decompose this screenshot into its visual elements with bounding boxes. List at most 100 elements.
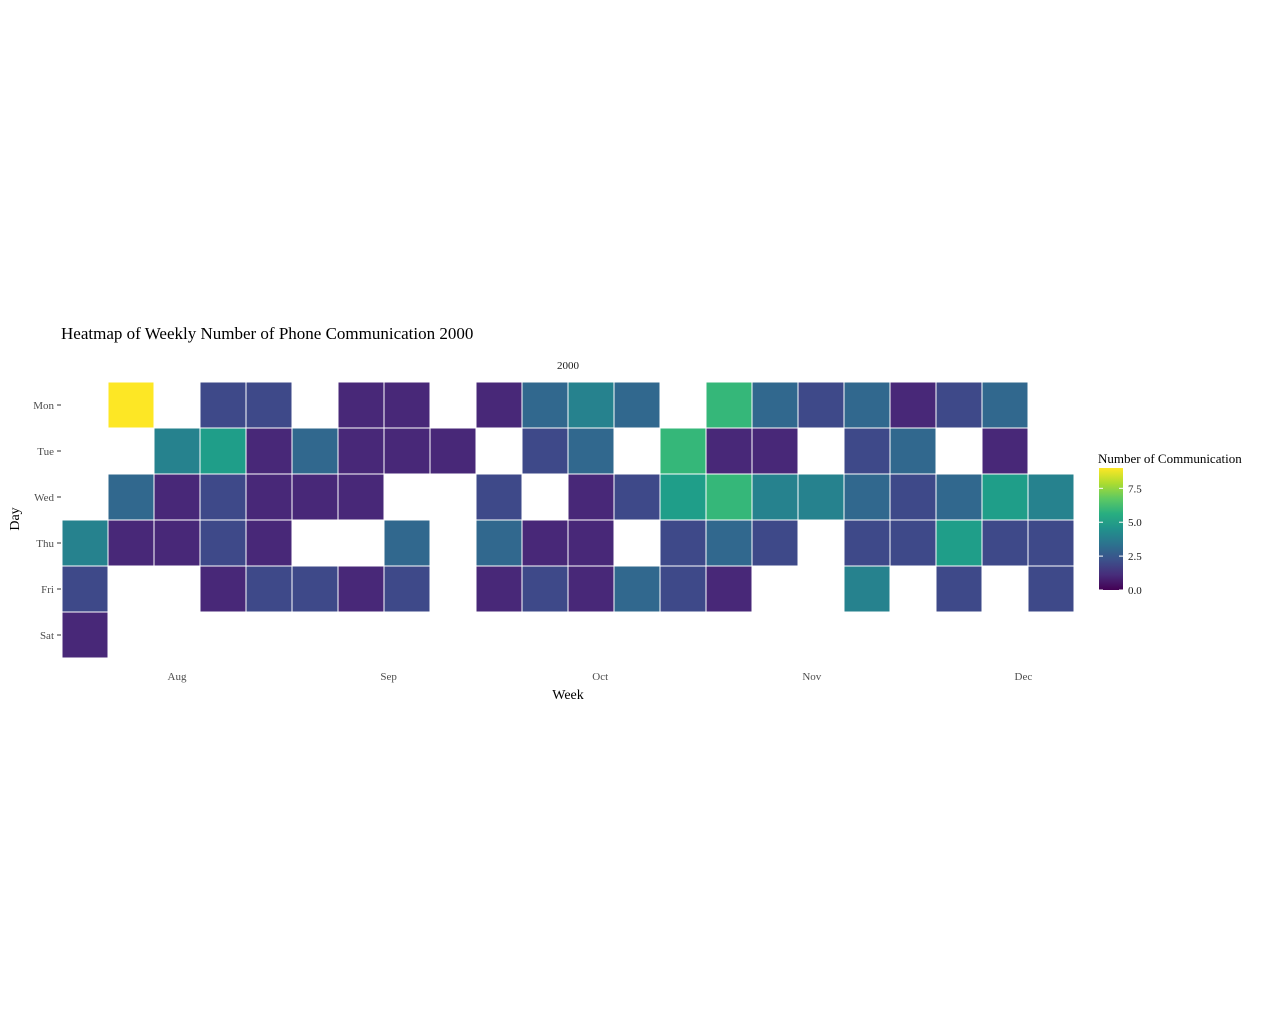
heatmap-cell-fri-week-1 xyxy=(61,565,109,613)
x-axis: Aug Sep Oct Nov Dec xyxy=(168,671,1033,683)
heatmap-cell-fri-week-15 xyxy=(705,565,753,613)
heatmap-cell-wed-week-12 xyxy=(567,473,615,521)
legend-tick-label-5-0: 5.0 xyxy=(1128,517,1142,529)
legend-tick-label-7-5: 7.5 xyxy=(1128,483,1142,495)
heatmap-cell-wed-week-10 xyxy=(475,473,523,521)
heatmap-cell-wed-week-5 xyxy=(245,473,293,521)
heatmap-cell-mon-week-21 xyxy=(981,381,1029,429)
chart-title: Heatmap of Weekly Number of Phone Commun… xyxy=(61,324,473,343)
heatmap-cell-wed-week-18 xyxy=(843,473,891,521)
heatmap-cell-tue-week-5 xyxy=(245,427,293,475)
heatmap-cell-wed-week-21 xyxy=(981,473,1029,521)
heatmap-cell-tue-week-15 xyxy=(705,427,753,475)
x-tick-label-nov: Nov xyxy=(802,671,821,683)
heatmap-cell-fri-week-20 xyxy=(935,565,983,613)
legend-tick-label-0-0: 0.0 xyxy=(1128,585,1142,597)
heatmap-cell-wed-week-16 xyxy=(751,473,799,521)
heatmap-cell-fri-week-12 xyxy=(567,565,615,613)
heatmap-cell-mon-week-2 xyxy=(107,381,155,429)
heatmap-cells xyxy=(61,381,1075,659)
heatmap-cell-thu-week-19 xyxy=(889,519,937,567)
heatmap-cell-fri-week-5 xyxy=(245,565,293,613)
heatmap-cell-fri-week-13 xyxy=(613,565,661,613)
y-axis: Mon Tue Wed Thu Fri Sat xyxy=(33,400,61,642)
heatmap-cell-mon-week-8 xyxy=(383,381,431,429)
heatmap-cell-thu-week-18 xyxy=(843,519,891,567)
heatmap-cell-thu-week-12 xyxy=(567,519,615,567)
heatmap-cell-mon-week-10 xyxy=(475,381,523,429)
heatmap-cell-thu-week-1 xyxy=(61,519,109,567)
heatmap-cell-fri-week-8 xyxy=(383,565,431,613)
heatmap-cell-wed-week-14 xyxy=(659,473,707,521)
heatmap-cell-mon-week-12 xyxy=(567,381,615,429)
legend-tick-label-2-5: 2.5 xyxy=(1128,551,1142,563)
heatmap-cell-tue-week-21 xyxy=(981,427,1029,475)
y-tick-label-fri: Fri xyxy=(41,584,54,596)
heatmap-cell-thu-week-2 xyxy=(107,519,155,567)
y-tick-label-wed: Wed xyxy=(34,492,54,504)
x-axis-title: Week xyxy=(552,688,584,703)
heatmap-cell-mon-week-4 xyxy=(199,381,247,429)
heatmap-cell-tue-week-8 xyxy=(383,427,431,475)
heatmap-cell-tue-week-12 xyxy=(567,427,615,475)
heatmap-cell-tue-week-11 xyxy=(521,427,569,475)
heatmap-cell-tue-week-9 xyxy=(429,427,477,475)
heatmap-cell-fri-week-14 xyxy=(659,565,707,613)
x-tick-label-dec: Dec xyxy=(1015,671,1033,683)
heatmap-cell-mon-week-18 xyxy=(843,381,891,429)
heatmap-cell-mon-week-16 xyxy=(751,381,799,429)
heatmap-cell-fri-week-10 xyxy=(475,565,523,613)
heatmap-cell-thu-week-16 xyxy=(751,519,799,567)
heatmap-cell-tue-week-18 xyxy=(843,427,891,475)
heatmap-cell-thu-week-5 xyxy=(245,519,293,567)
heatmap-cell-wed-week-6 xyxy=(291,473,339,521)
heatmap-cell-thu-week-14 xyxy=(659,519,707,567)
heatmap-cell-fri-week-4 xyxy=(199,565,247,613)
heatmap-cell-wed-week-13 xyxy=(613,473,661,521)
heatmap-cell-wed-week-19 xyxy=(889,473,937,521)
heatmap-cell-thu-week-20 xyxy=(935,519,983,567)
heatmap-cell-wed-week-7 xyxy=(337,473,385,521)
heatmap-cell-tue-week-6 xyxy=(291,427,339,475)
heatmap-cell-mon-week-19 xyxy=(889,381,937,429)
heatmap-cell-tue-week-16 xyxy=(751,427,799,475)
heatmap-cell-thu-week-21 xyxy=(981,519,1029,567)
x-tick-label-aug: Aug xyxy=(168,671,187,683)
heatmap-cell-mon-week-11 xyxy=(521,381,569,429)
heatmap-cell-wed-week-2 xyxy=(107,473,155,521)
y-tick-label-thu: Thu xyxy=(36,538,54,550)
heatmap-cell-tue-week-3 xyxy=(153,427,201,475)
heatmap-cell-wed-week-17 xyxy=(797,473,845,521)
heatmap-cell-thu-week-15 xyxy=(705,519,753,567)
heatmap-cell-fri-week-7 xyxy=(337,565,385,613)
heatmap-cell-tue-week-19 xyxy=(889,427,937,475)
heatmap-cell-tue-week-4 xyxy=(199,427,247,475)
y-axis-title: Day xyxy=(8,507,23,530)
heatmap-cell-mon-week-5 xyxy=(245,381,293,429)
heatmap-cell-mon-week-17 xyxy=(797,381,845,429)
heatmap-cell-tue-week-14 xyxy=(659,427,707,475)
y-tick-label-sat: Sat xyxy=(40,630,54,642)
legend-ticks: 0.0 2.5 5.0 7.5 xyxy=(1099,483,1142,597)
color-legend: Number of Communication 0.0 2.5 5.0 7.5 xyxy=(1098,451,1242,597)
heatmap-cell-tue-week-7 xyxy=(337,427,385,475)
heatmap-cell-sat-week-1 xyxy=(61,611,109,659)
heatmap-cell-thu-week-8 xyxy=(383,519,431,567)
y-tick-label-mon: Mon xyxy=(33,400,54,412)
heatmap-cell-wed-week-20 xyxy=(935,473,983,521)
heatmap-cell-thu-week-4 xyxy=(199,519,247,567)
heatmap-cell-fri-week-18 xyxy=(843,565,891,613)
heatmap-cell-mon-week-15 xyxy=(705,381,753,429)
facet-label: 2000 xyxy=(557,360,580,372)
heatmap-cell-thu-week-11 xyxy=(521,519,569,567)
heatmap-cell-mon-week-13 xyxy=(613,381,661,429)
heatmap-cell-mon-week-20 xyxy=(935,381,983,429)
heatmap-cell-fri-week-6 xyxy=(291,565,339,613)
heatmap-cell-fri-week-22 xyxy=(1027,565,1075,613)
heatmap-cell-thu-week-3 xyxy=(153,519,201,567)
heatmap-cell-thu-week-22 xyxy=(1027,519,1075,567)
y-tick-label-tue: Tue xyxy=(37,446,54,458)
heatmap-cell-wed-week-22 xyxy=(1027,473,1075,521)
heatmap-cell-wed-week-4 xyxy=(199,473,247,521)
